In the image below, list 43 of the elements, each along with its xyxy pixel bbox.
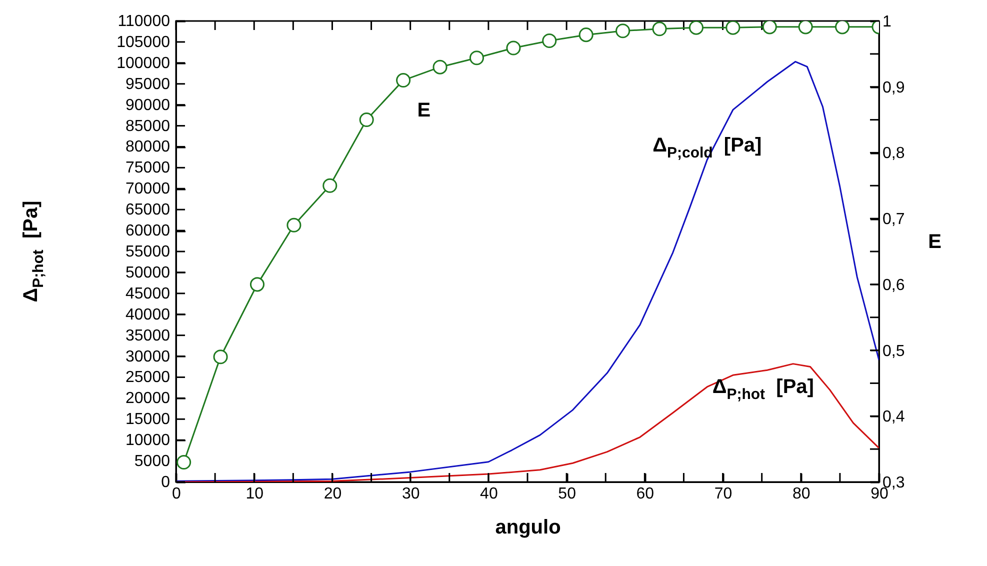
y2-tick-label: 0,8 (882, 145, 905, 162)
x-tick-label: 80 (792, 486, 810, 502)
y-tick-label: 55000 (126, 244, 170, 260)
y-tick-label: 60000 (126, 222, 170, 240)
x-tick-label: 40 (480, 486, 498, 502)
y-tick-label: 85000 (126, 118, 170, 135)
y-tick-label: 65000 (126, 202, 170, 219)
y2-tick-label: 0,4 (882, 408, 905, 426)
y-tick-label: 30000 (126, 348, 170, 366)
x-tick-label: 20 (324, 486, 342, 502)
y-tick-label: 15000 (126, 411, 170, 428)
y2-tick-label: 0,5 (882, 342, 905, 360)
y-tick-label: 90000 (126, 96, 170, 114)
x-tick-label: 50 (558, 486, 576, 502)
y-tick-label: 25000 (126, 369, 170, 386)
y-tick-label: 0 (161, 474, 170, 491)
y-tick-label: 40000 (126, 306, 170, 324)
y-tick-label: 105000 (116, 34, 170, 51)
y2-tick-label: 0,7 (882, 211, 905, 228)
y-tick-label: 80000 (126, 138, 170, 156)
y-tick-label: 20000 (126, 390, 170, 408)
y-tick-label: 5000 (134, 453, 170, 470)
y-tick-label: 95000 (126, 76, 170, 93)
x-tick-label: 30 (402, 486, 420, 502)
x-tick-label: 0 (172, 486, 182, 502)
y-tick-label: 50000 (126, 264, 170, 282)
y-tick-label: 110000 (118, 13, 170, 30)
y-tick-label: 75000 (126, 160, 170, 177)
y-tick-label: 70000 (126, 180, 170, 198)
y2-tick-label: 1 (882, 14, 892, 30)
y-axis-title: ΔP;hot [Pa] (20, 200, 47, 302)
y-tick-label: 35000 (126, 327, 170, 344)
y2-axis-title: E (928, 231, 942, 253)
x-tick-label: 70 (714, 486, 732, 502)
series-label: E (417, 99, 431, 122)
y-tick-label: 45000 (126, 285, 170, 302)
y-tick-label: 10000 (126, 432, 170, 450)
y2-tick-label: 0,9 (882, 79, 905, 96)
x-tick-label: 10 (246, 486, 264, 502)
y2-tick-label: 0,6 (882, 276, 905, 294)
x-tick-label: 60 (636, 486, 654, 502)
x-axis-title: angulo (495, 516, 561, 538)
y-tick-label: 100000 (116, 54, 170, 72)
